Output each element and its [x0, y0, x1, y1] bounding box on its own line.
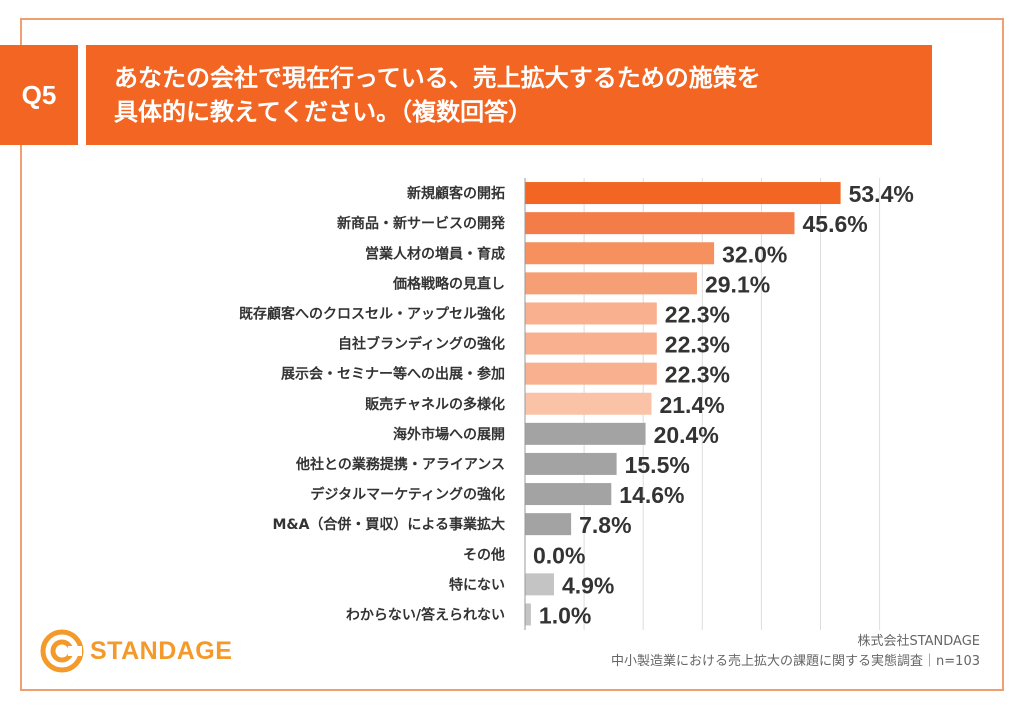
- category-label: 価格戦略の見直し: [392, 275, 505, 292]
- category-label: 自社ブランディングの強化: [338, 336, 505, 353]
- bar: [525, 513, 572, 536]
- value-label: 4.9%: [562, 572, 614, 598]
- bar: [525, 182, 841, 205]
- category-label: M&A（合併・買収）による事業拡大: [272, 516, 505, 533]
- category-label: 他社との業務提携・アライアンス: [295, 456, 505, 473]
- category-label: 特にない: [449, 576, 505, 593]
- value-label: 14.6%: [619, 482, 684, 508]
- bar: [525, 272, 697, 295]
- value-label: 32.0%: [722, 241, 787, 267]
- source-company: 株式会社STANDAGE: [857, 634, 980, 649]
- question-title-line-2: 具体的に教えてください。（複数回答）: [114, 98, 533, 126]
- bar: [525, 332, 657, 355]
- category-label: 新規顧客の開拓: [407, 185, 505, 202]
- standage-logo-text: STANDAGE: [90, 636, 233, 665]
- question-number: Q5: [21, 79, 57, 110]
- category-label: 営業人材の増員・育成: [365, 245, 505, 262]
- category-label: デジタルマーケティングの強化: [310, 486, 505, 503]
- category-label: 既存顧客へのクロスセル・アップセル強化: [239, 305, 505, 322]
- category-label: 販売チャネルの多様化: [365, 396, 505, 413]
- category-label: 展示会・セミナー等への出展・参加: [281, 366, 505, 383]
- question-badge: Q5: [0, 45, 78, 145]
- bar: [525, 422, 646, 445]
- value-label: 21.4%: [659, 392, 724, 418]
- bar: [525, 392, 652, 415]
- category-label: 海外市場への展開: [393, 426, 505, 443]
- category-label: わからない/答えられない: [346, 606, 505, 623]
- value-label: 20.4%: [654, 422, 719, 448]
- category-label: 新商品・新サービスの開発: [337, 215, 506, 232]
- bar: [525, 573, 554, 596]
- value-label: 1.0%: [539, 602, 591, 628]
- value-label: 22.3%: [665, 301, 730, 327]
- bar: [525, 362, 657, 385]
- question-title: あなたの会社で現在行っている、売上拡大するための施策を 具体的に教えてください。…: [86, 45, 932, 145]
- bar: [525, 483, 612, 506]
- bar: [525, 242, 715, 265]
- standage-logo: STANDAGE: [40, 629, 233, 673]
- source-note: 株式会社STANDAGE 中小製造業における売上拡大の課題に関する実態調査｜n=…: [611, 632, 980, 672]
- category-label: その他: [463, 546, 505, 563]
- value-label: 15.5%: [625, 452, 690, 478]
- value-label: 22.3%: [665, 332, 730, 358]
- value-label: 7.8%: [579, 512, 631, 538]
- source-survey: 中小製造業における売上拡大の課題に関する実態調査｜n=103: [611, 654, 980, 669]
- value-label: 45.6%: [802, 211, 867, 237]
- question-title-line-1: あなたの会社で現在行っている、売上拡大するための施策を: [114, 64, 761, 92]
- bar: [525, 603, 531, 626]
- bar: [525, 302, 657, 325]
- value-label: 29.1%: [705, 271, 770, 297]
- bar: [525, 452, 617, 475]
- value-label: 53.4%: [849, 181, 914, 207]
- value-label: 22.3%: [665, 362, 730, 388]
- outer-frame: [20, 18, 1004, 691]
- bar: [525, 212, 795, 235]
- standage-logo-icon: [40, 629, 84, 673]
- value-label: 0.0%: [533, 542, 585, 568]
